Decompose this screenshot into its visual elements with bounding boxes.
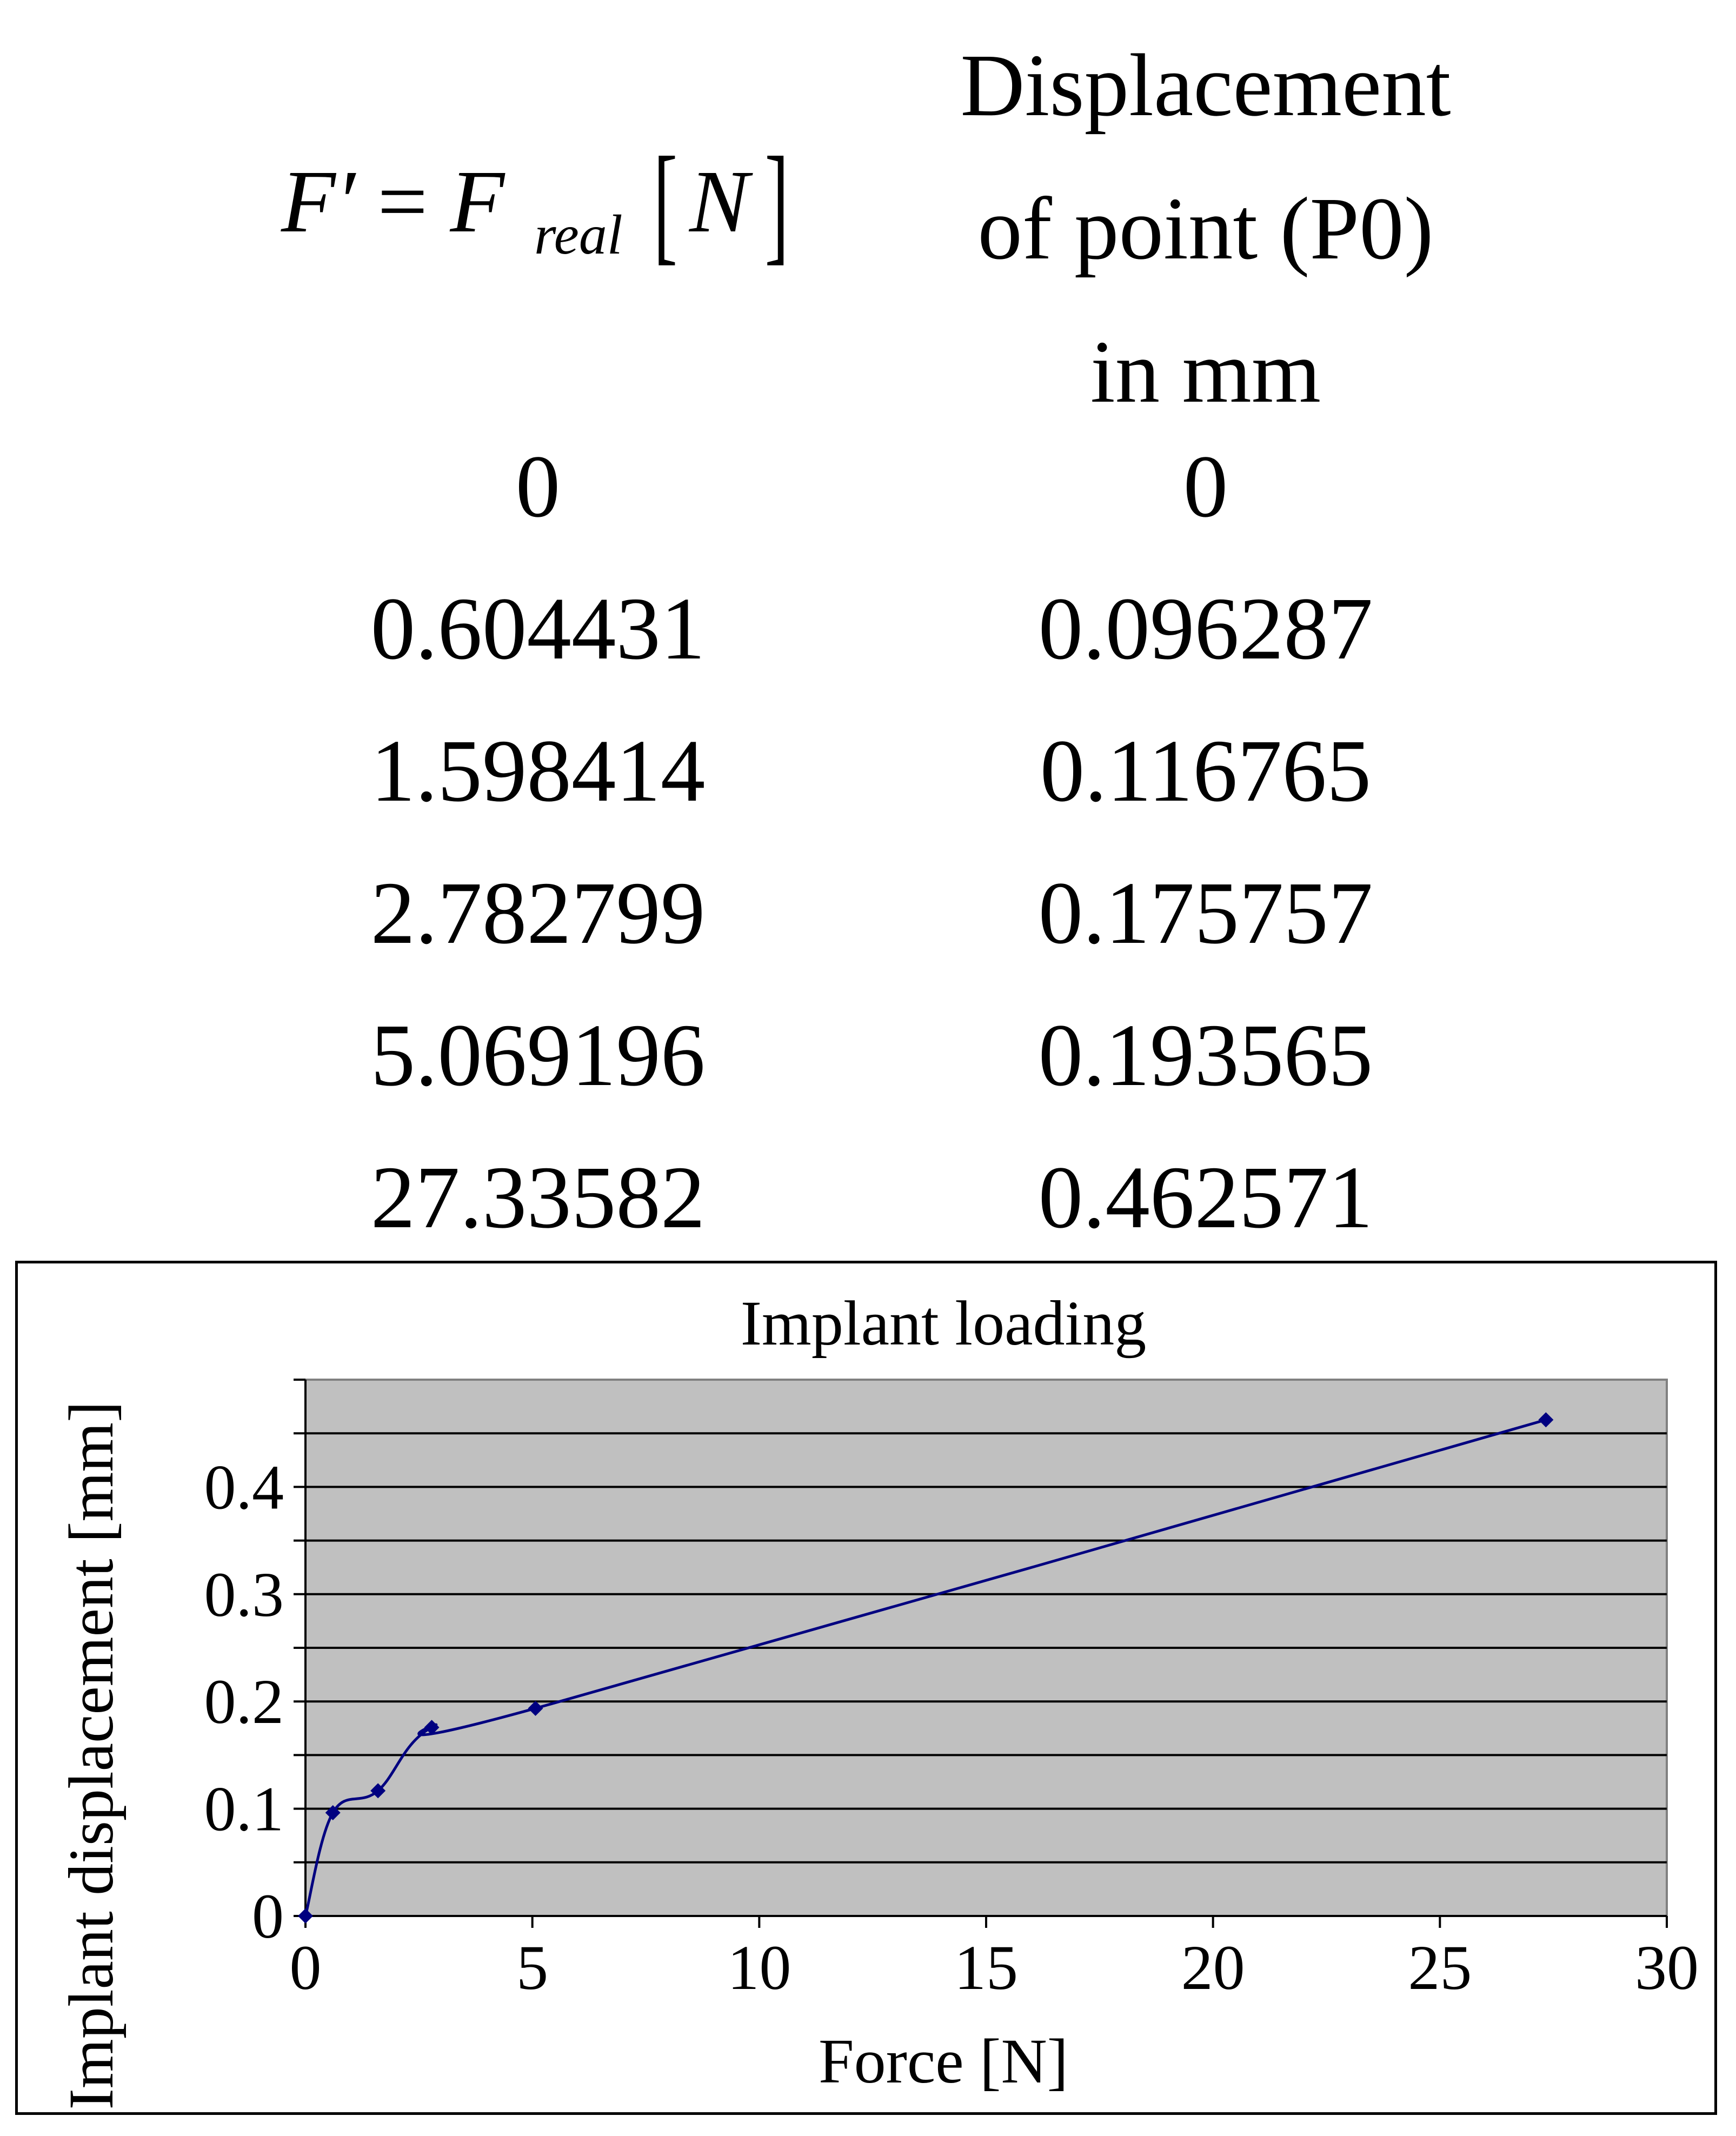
force-real-subscript: real: [534, 204, 623, 266]
data-point: [298, 1908, 313, 1924]
force-real-symbol: F: [450, 152, 505, 251]
displacement-cell: 0.462571: [1038, 1148, 1373, 1247]
x-tick-label: 10: [727, 1932, 791, 2003]
displacement-cell: 0.193565: [1038, 1006, 1373, 1104]
displacement-column-header: Displacement of point (P0) in mm: [881, 14, 1530, 443]
data-point: [528, 1700, 543, 1716]
plot-area: 0 0.1 0.2 0.3 0.4 0 5 10 15 20 25 30: [204, 1379, 1699, 2003]
displacement-cell: 0: [1183, 437, 1228, 536]
y-axis-label: Implant displacement [mm]: [56, 1401, 127, 2110]
force-cell: 0.604431: [370, 579, 706, 678]
data-point: [325, 1805, 341, 1820]
x-tick-label: 30: [1635, 1932, 1699, 2003]
series-line: [304, 1418, 1547, 1917]
bracket-open: [: [653, 130, 678, 276]
x-tick-label: 20: [1181, 1932, 1245, 2003]
table-row: 0 0: [0, 416, 1736, 557]
x-tick-label: 0: [290, 1932, 322, 2003]
force-symbol: F′: [281, 152, 355, 251]
table-row: 0.604431 0.096287: [0, 558, 1736, 699]
y-tick-label: 0.3: [204, 1559, 284, 1630]
force-cell: 1.598414: [370, 721, 706, 820]
x-axis-label: Force [N]: [819, 2026, 1068, 2097]
displacement-cell: 0.175757: [1038, 863, 1373, 962]
implant-loading-chart: Implant loading 0 0.1 0.2 0.3 0.4 0 5 10 15 20 25 3…: [56, 1288, 1699, 2110]
table-row: 1.598414 0.116765: [0, 701, 1736, 841]
displacement-cell: 0.096287: [1038, 579, 1373, 678]
chart-title: Implant loading: [741, 1288, 1146, 1359]
displacement-header-line-1: Displacement: [960, 36, 1451, 135]
table-row: 27.33582 0.462571: [0, 1127, 1736, 1268]
data-point: [370, 1783, 386, 1799]
displacement-header-line-3: in mm: [1090, 322, 1321, 421]
data-point: [1538, 1412, 1554, 1428]
y-tick-label: 0.4: [204, 1452, 284, 1522]
y-tick-label: 0.1: [204, 1774, 284, 1845]
bracket-close: ]: [764, 130, 789, 276]
x-tick-label: 25: [1408, 1932, 1472, 2003]
y-tick-label: 0.2: [204, 1666, 284, 1737]
displacement-cell: 0.116765: [1040, 721, 1372, 820]
x-tick-label: 15: [954, 1932, 1018, 2003]
force-cell: 0: [515, 437, 561, 536]
force-formula-lhs: F′ = F: [281, 157, 504, 246]
force-cell: 27.33582: [370, 1148, 706, 1247]
chart-frame: Implant loading 0 0.1 0.2 0.3 0.4 0 5 10 15 20 25 3…: [15, 1261, 1717, 2115]
table-row: 5.069196 0.193565: [0, 985, 1736, 1126]
force-cell: 5.069196: [370, 1006, 706, 1104]
equals-sign: =: [377, 152, 428, 251]
y-tick-label: 0: [252, 1881, 284, 1952]
force-cell: 2.782799: [370, 863, 706, 962]
force-column-header: F′ = F real [ N ]: [270, 137, 811, 269]
force-unit: N: [689, 152, 749, 251]
table-row: 2.782799 0.175757: [0, 843, 1736, 983]
x-tick-label: 5: [516, 1932, 548, 2003]
data-point: [424, 1720, 440, 1735]
displacement-header-line-2: of point (P0): [977, 179, 1434, 278]
data-table: F′ = F real [ N ] Displacement of point …: [0, 14, 1736, 1247]
